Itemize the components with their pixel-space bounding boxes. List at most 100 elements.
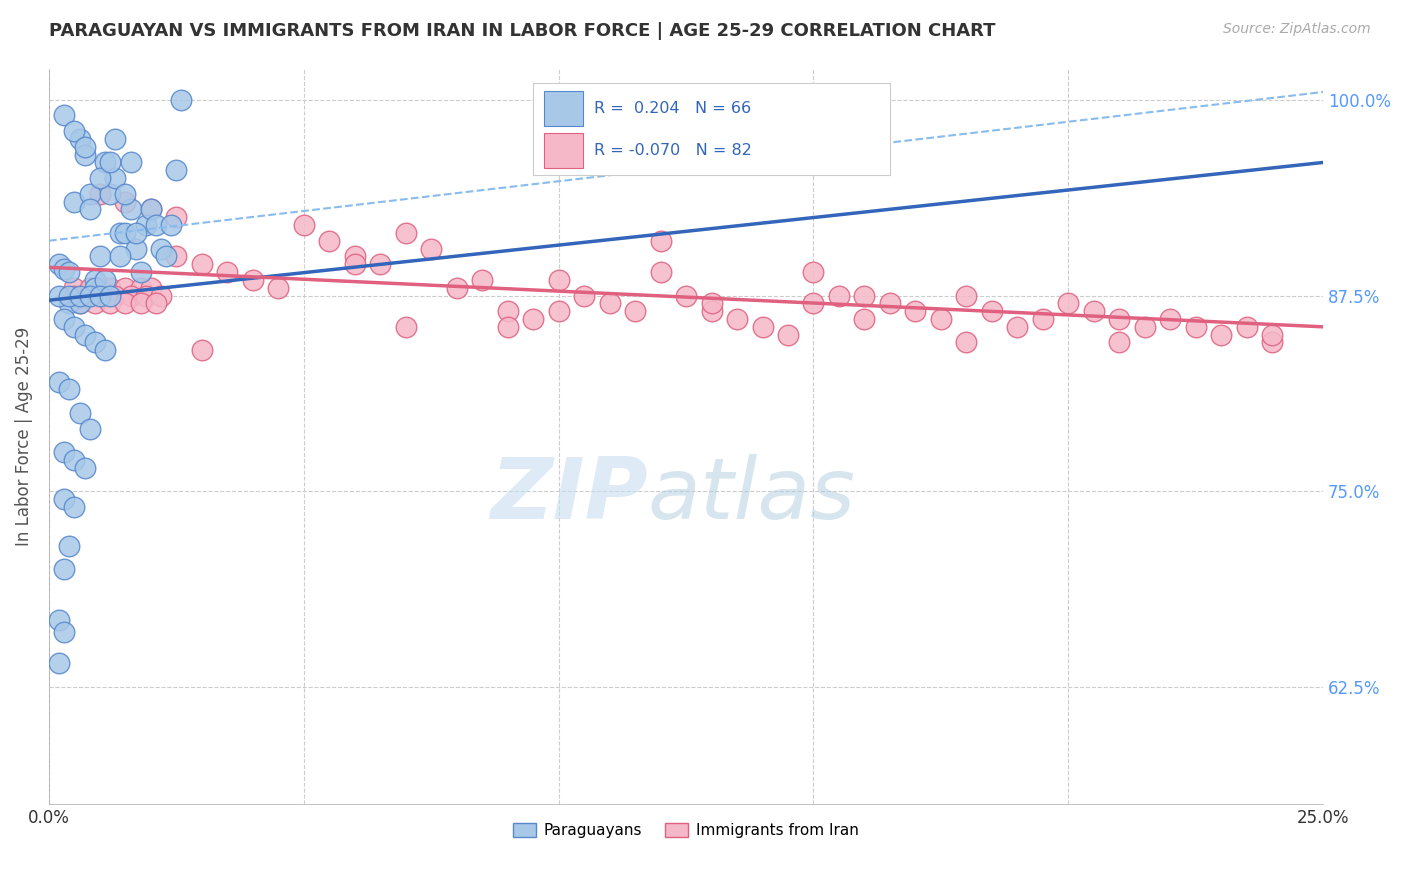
Point [94,155,117,169]
Point [114,281,136,295]
Point [522,312,544,326]
Point [53,261,76,276]
Point [165,163,187,178]
Point [145,296,167,310]
Point [89,288,111,302]
Point [803,296,825,310]
Point [53,625,76,640]
Point [79,421,101,435]
Point [79,288,101,302]
Point [853,312,876,326]
Point [104,288,127,302]
Point [58,265,80,279]
Point [63,281,86,295]
Point [114,226,136,240]
Point [1108,312,1130,326]
Point [94,343,117,358]
Point [191,257,214,271]
Point [58,539,80,553]
Point [318,234,340,248]
Point [1083,304,1105,318]
Point [53,562,76,576]
Point [48,657,70,671]
Point [624,304,647,318]
Point [145,218,167,232]
Point [150,242,173,256]
Point [94,273,117,287]
Point [292,218,315,232]
Point [53,445,76,459]
Point [242,273,264,287]
Point [955,335,977,350]
Point [1211,327,1233,342]
Point [79,202,101,217]
Point [343,257,366,271]
Point [69,132,91,146]
Point [63,124,86,138]
Point [58,383,80,397]
Point [751,319,773,334]
Point [83,281,105,295]
Point [395,319,418,334]
Point [110,226,132,240]
Point [700,304,723,318]
Point [446,281,468,295]
Point [98,296,121,310]
Point [1032,312,1054,326]
Point [1108,335,1130,350]
Text: Source: ZipAtlas.com: Source: ZipAtlas.com [1223,22,1371,37]
Point [104,171,127,186]
Point [828,288,851,302]
Point [53,108,76,122]
Point [904,304,927,318]
Point [89,288,111,302]
Point [129,281,152,295]
Point [98,186,121,201]
Point [700,296,723,310]
Point [803,265,825,279]
Point [110,249,132,263]
Point [98,155,121,169]
Point [114,186,136,201]
Point [53,312,76,326]
Point [135,218,157,232]
Point [129,265,152,279]
Point [980,304,1002,318]
Point [89,171,111,186]
Text: ZIP: ZIP [491,454,648,537]
Point [191,343,214,358]
Point [496,304,519,318]
Point [139,202,162,217]
Point [1261,327,1284,342]
Point [1133,319,1156,334]
Point [135,288,157,302]
Point [955,288,977,302]
Point [124,226,146,240]
Point [48,375,70,389]
Point [599,296,621,310]
Point [69,296,91,310]
Point [139,281,162,295]
Point [675,288,697,302]
Point [267,281,290,295]
Point [114,296,136,310]
Point [120,155,142,169]
Point [929,312,952,326]
Point [139,202,162,217]
Point [73,147,96,161]
Point [1159,312,1181,326]
Point [73,460,96,475]
Point [83,273,105,287]
Point [98,288,121,302]
Point [104,132,127,146]
Point [547,273,569,287]
Point [343,249,366,263]
Point [1261,335,1284,350]
Point [124,242,146,256]
Point [853,288,876,302]
Point [120,288,142,302]
Point [48,613,70,627]
Point [89,281,111,295]
Point [471,273,494,287]
Point [165,249,187,263]
